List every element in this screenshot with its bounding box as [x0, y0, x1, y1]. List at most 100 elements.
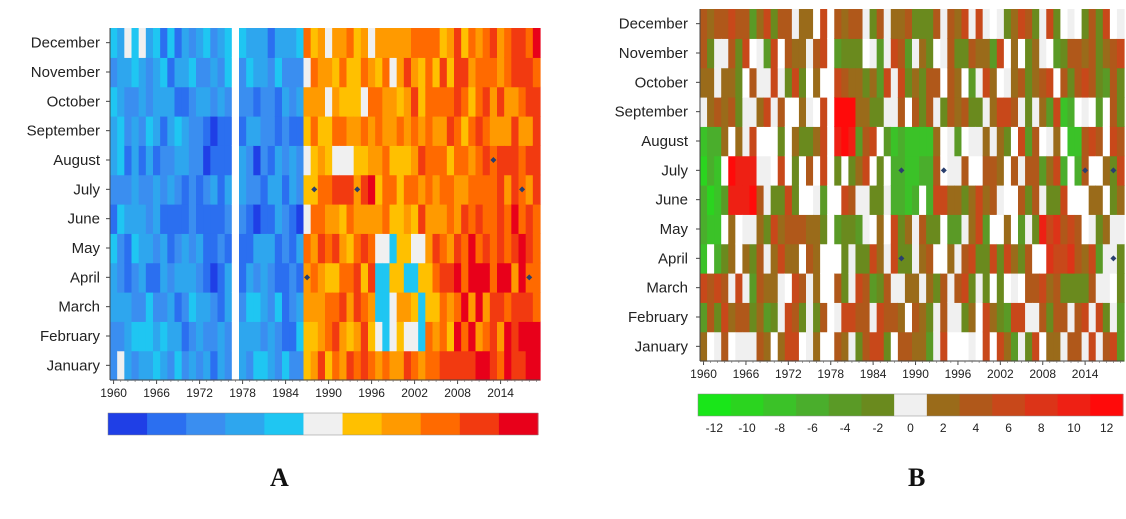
heatmap-cell — [317, 204, 326, 234]
heatmap-cell — [303, 233, 312, 264]
heatmap-cell — [777, 331, 786, 362]
heatmap-cell — [876, 185, 885, 215]
heatmap-cell — [260, 292, 269, 322]
colorbar-segment — [698, 394, 732, 416]
heatmap-cell — [475, 116, 484, 146]
heatmap-cell — [124, 321, 133, 352]
heatmap-cell — [798, 331, 807, 362]
heatmap-cell — [820, 67, 828, 98]
heatmap-cell — [303, 57, 312, 88]
heatmap-cell — [996, 126, 1005, 157]
heatmap-cell — [274, 350, 283, 381]
heatmap-cell — [933, 214, 941, 245]
heatmap-cell — [749, 273, 758, 303]
heatmap-cell — [525, 204, 534, 234]
heatmap-cell — [368, 233, 376, 264]
marker-point — [940, 167, 947, 174]
heatmap-cell — [1018, 331, 1026, 362]
heatmap-cell — [368, 28, 376, 58]
heatmap-cell — [439, 321, 448, 352]
heatmap-cell — [855, 155, 864, 186]
heatmap-cell — [756, 331, 765, 362]
heatmap-cell — [482, 145, 491, 176]
heatmap-cell — [798, 243, 807, 274]
heatmap-cell — [862, 185, 871, 215]
heatmap-cell — [461, 262, 469, 293]
heatmap-cell — [1067, 67, 1076, 98]
heatmap-cell — [763, 185, 772, 215]
colorbar-segment — [420, 413, 461, 435]
y-tick-label: February — [628, 309, 689, 326]
heatmap-cell — [260, 86, 269, 117]
heatmap-cell — [303, 86, 312, 117]
heatmap-cell — [1095, 331, 1104, 362]
heatmap-cell — [883, 97, 892, 127]
heatmap-cell — [1074, 38, 1083, 69]
heatmap-cell — [181, 321, 190, 352]
heatmap-cell — [862, 155, 871, 186]
heatmap-cell — [968, 9, 977, 39]
heatmap-cell — [468, 321, 477, 352]
heatmap-cell — [167, 28, 176, 58]
heatmap-cell — [532, 321, 541, 352]
heatmap-cell — [532, 57, 541, 88]
colorbar-tick-label: 10 — [1067, 421, 1081, 435]
x-tick-label: 2014 — [487, 386, 514, 400]
heatmap-cell — [827, 97, 835, 127]
heatmap-cell — [145, 233, 154, 264]
heatmap-cell — [511, 233, 520, 264]
heatmap-cell — [1046, 67, 1054, 98]
heatmap-cell — [989, 214, 998, 245]
heatmap-cell — [389, 116, 398, 146]
heatmap-cell — [489, 321, 498, 352]
marker-point — [311, 186, 318, 193]
heatmap-cell — [296, 145, 305, 176]
heatmap-cell — [827, 214, 835, 245]
heatmap-cell — [482, 204, 491, 234]
heatmap-cell — [904, 302, 913, 333]
heatmap-cell — [827, 9, 835, 39]
heatmap-cell — [482, 262, 491, 293]
heatmap-cell — [267, 292, 276, 322]
heatmap-cell — [289, 86, 297, 117]
heatmap-cell — [174, 262, 183, 293]
heatmap-cell — [382, 57, 391, 88]
heatmap-cell — [282, 57, 290, 88]
heatmap-cell — [239, 174, 247, 205]
heatmap-cell — [203, 204, 211, 234]
heatmap-cell — [784, 67, 793, 98]
heatmap-cell — [721, 67, 729, 98]
heatmap-cell — [848, 126, 857, 157]
heatmap-b: JanuaryFebruaryMarchAprilMayJuneJulyAugu… — [615, 9, 1125, 435]
heatmap-cell — [806, 97, 814, 127]
heatmap-cell — [1046, 97, 1054, 127]
heatmap-cell — [700, 214, 708, 245]
heatmap-cell — [454, 28, 462, 58]
heatmap-cell — [1081, 126, 1090, 157]
heatmap-cell — [1010, 67, 1019, 98]
heatmap-cell — [360, 292, 369, 322]
heatmap-cell — [461, 321, 469, 352]
heatmap-cell — [791, 273, 800, 303]
heatmap-cell — [124, 57, 133, 88]
colorbar-border — [697, 393, 1124, 417]
heatmap-cell — [274, 86, 283, 117]
heatmap-cell — [1109, 302, 1118, 333]
heatmap-cell — [368, 350, 376, 381]
heatmap-cell — [827, 273, 835, 303]
heatmap-cell — [700, 67, 708, 98]
heatmap-cell — [525, 174, 534, 205]
heatmap-cell — [153, 350, 161, 381]
heatmap-cell — [912, 126, 920, 157]
heatmap-cell — [982, 67, 991, 98]
heatmap-cell — [1116, 302, 1125, 333]
heatmap-cell — [1081, 97, 1090, 127]
heatmap-cell — [382, 145, 391, 176]
heatmap-cell — [317, 321, 326, 352]
x-tick-label: 1966 — [143, 386, 170, 400]
heatmap-cell — [439, 292, 448, 322]
heatmap-cell — [975, 155, 984, 186]
heatmap-cell — [231, 86, 240, 117]
heatmap-cell — [700, 331, 708, 362]
heatmap-cell — [518, 233, 527, 264]
